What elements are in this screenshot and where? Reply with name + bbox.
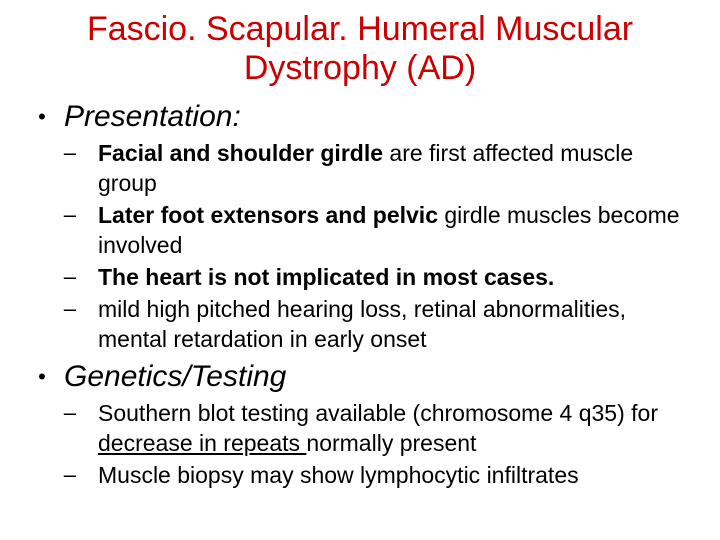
plain-text: normally present	[306, 430, 476, 456]
dash-icon: –	[20, 398, 98, 428]
list-item: – Facial and shoulder girdle are first a…	[20, 138, 700, 198]
list-item-text: Facial and shoulder girdle are first aff…	[98, 138, 700, 198]
list-item-text: Southern blot testing available (chromos…	[98, 398, 700, 458]
list-item-text: Later foot extensors and pelvic girdle m…	[98, 200, 700, 260]
list-item-text: mild high pitched hearing loss, retinal …	[98, 294, 700, 354]
list-item: – Southern blot testing available (chrom…	[20, 398, 700, 458]
slide-title: Fascio. Scapular. Humeral Muscular Dystr…	[20, 10, 700, 88]
dash-icon: –	[20, 138, 98, 168]
list-item: – mild high pitched hearing loss, retina…	[20, 294, 700, 354]
section-heading: Presentation:	[64, 100, 241, 134]
slide: Fascio. Scapular. Humeral Muscular Dystr…	[0, 0, 720, 540]
bullet-icon: •	[20, 100, 64, 134]
list-item-text: Muscle biopsy may show lymphocytic infil…	[98, 460, 700, 490]
bullet-icon: •	[20, 360, 64, 394]
section-genetics: • Genetics/Testing	[20, 360, 700, 394]
dash-icon: –	[20, 200, 98, 230]
bold-text: The heart is not implicated in most case…	[98, 264, 554, 290]
underlined-text: decrease in repeats	[98, 430, 306, 456]
list-item: – Later foot extensors and pelvic girdle…	[20, 200, 700, 260]
bold-text: Later foot extensors and pelvic	[98, 202, 444, 228]
list-item-text: The heart is not implicated in most case…	[98, 262, 700, 292]
section-heading: Genetics/Testing	[64, 360, 286, 394]
section-presentation: • Presentation:	[20, 100, 700, 134]
bold-text: Facial and shoulder girdle	[98, 140, 389, 166]
list-item: – Muscle biopsy may show lymphocytic inf…	[20, 460, 700, 490]
title-line-2: Dystrophy (AD)	[244, 49, 476, 87]
dash-icon: –	[20, 460, 98, 490]
list-item: – The heart is not implicated in most ca…	[20, 262, 700, 292]
title-line-1: Fascio. Scapular. Humeral Muscular	[87, 10, 633, 48]
dash-icon: –	[20, 294, 98, 324]
plain-text: Southern blot testing available (chromos…	[98, 400, 658, 426]
dash-icon: –	[20, 262, 98, 292]
